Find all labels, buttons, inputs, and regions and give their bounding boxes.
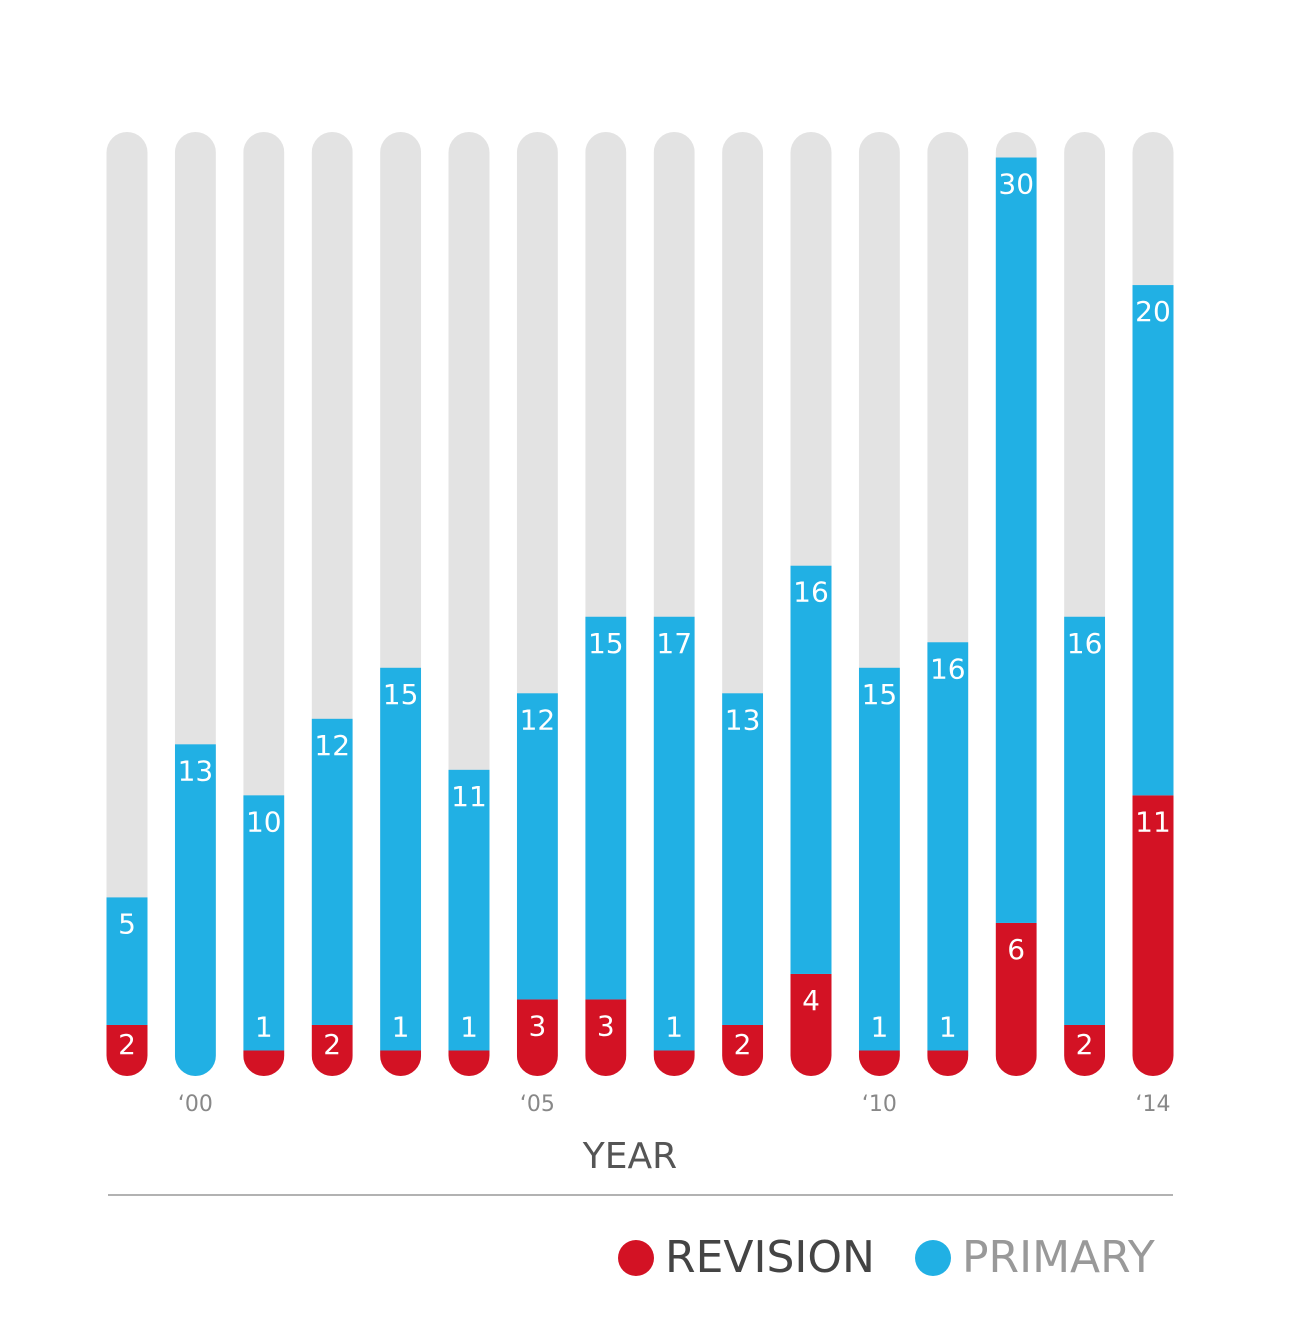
data-label: 5 (118, 907, 136, 940)
bar-segment (448, 769, 490, 1051)
bar-segment (106, 897, 148, 1025)
bar-segment (311, 1024, 353, 1076)
data-label: 2 (118, 1028, 136, 1061)
data-label: 1 (255, 1010, 273, 1043)
bar-group (243, 132, 285, 1076)
bar-group (585, 132, 627, 1076)
bar-segment (243, 1050, 285, 1076)
bar-group (995, 132, 1037, 1076)
data-label: 3 (597, 1009, 615, 1042)
data-label: 2 (734, 1028, 752, 1061)
data-label: 20 (1135, 295, 1171, 328)
bar-group (311, 132, 353, 1076)
data-label: 12 (314, 729, 350, 762)
data-label: 1 (939, 1010, 957, 1043)
data-label: 13 (178, 754, 214, 787)
data-label: 1 (392, 1010, 410, 1043)
legend-label: REVISION (665, 1232, 875, 1283)
bar-segment (1064, 616, 1106, 1025)
bar-segment (516, 999, 558, 1076)
bar-group (448, 132, 490, 1076)
x-tick-label: ‘05 (520, 1092, 555, 1117)
data-label: 10 (246, 805, 282, 838)
data-label: 12 (520, 703, 556, 736)
bar-group (106, 132, 148, 1076)
bar-segment (927, 1050, 969, 1076)
data-label: 1 (870, 1010, 888, 1043)
bar-group (722, 132, 764, 1076)
bar-group (516, 132, 558, 1076)
bar-segment (516, 693, 558, 1000)
bar-segment (858, 667, 900, 1051)
bar-group (790, 132, 832, 1076)
bar-segment (448, 1050, 490, 1076)
bar-segment (311, 718, 353, 1025)
data-label: 6 (1007, 933, 1025, 966)
bar-segment (106, 1024, 148, 1076)
bar-group (1132, 132, 1174, 1076)
bar-segment (722, 1024, 764, 1076)
data-label: 15 (862, 678, 898, 711)
data-label: 16 (1067, 627, 1103, 660)
legend-label: PRIMARY (962, 1232, 1155, 1283)
data-label: 3 (528, 1009, 546, 1042)
x-tick-label: ‘00 (178, 1092, 213, 1117)
data-label: 1 (665, 1010, 683, 1043)
bar-group (927, 132, 969, 1076)
bar-segment (585, 616, 627, 1000)
data-label: 1 (460, 1010, 478, 1043)
data-label: 2 (323, 1028, 341, 1061)
bar-segment (858, 1050, 900, 1076)
data-label: 16 (793, 576, 829, 609)
x-tick-label: ‘10 (862, 1092, 897, 1117)
x-axis-label: YEAR (582, 1136, 677, 1177)
data-label: 30 (998, 168, 1034, 201)
bar-segment (995, 157, 1037, 923)
bar-segment (653, 1050, 695, 1076)
data-label: 11 (451, 780, 487, 813)
data-label: 11 (1135, 805, 1171, 838)
bar-segment (174, 744, 216, 1076)
data-label: 15 (383, 678, 419, 711)
bar-segment (995, 922, 1037, 1076)
legend-marker (915, 1240, 951, 1276)
bar-segment (380, 1050, 422, 1076)
data-label: 16 (930, 652, 966, 685)
bar-group (380, 132, 422, 1076)
legend-marker (618, 1240, 654, 1276)
bar-segment (927, 642, 969, 1051)
bar-segment (1132, 795, 1174, 1076)
bar-segment (380, 667, 422, 1051)
bar-group (1064, 132, 1106, 1076)
bar-segment (1064, 1024, 1106, 1076)
bar-segment (585, 999, 627, 1076)
bar-group (858, 132, 900, 1076)
bar-segment (653, 616, 695, 1051)
bar-segment (243, 795, 285, 1051)
bar-segment (1132, 285, 1174, 796)
x-tick-label: ‘14 (1136, 1092, 1171, 1117)
data-label: 17 (656, 627, 692, 660)
bar-segment (722, 693, 764, 1025)
data-label: 4 (802, 984, 820, 1017)
data-label: 13 (725, 703, 761, 736)
data-label: 15 (588, 627, 624, 660)
bar-segment (790, 973, 832, 1076)
bar-group (174, 132, 216, 1076)
bar-segment (790, 565, 832, 974)
data-label: 2 (1076, 1028, 1094, 1061)
bar-group (653, 132, 695, 1076)
